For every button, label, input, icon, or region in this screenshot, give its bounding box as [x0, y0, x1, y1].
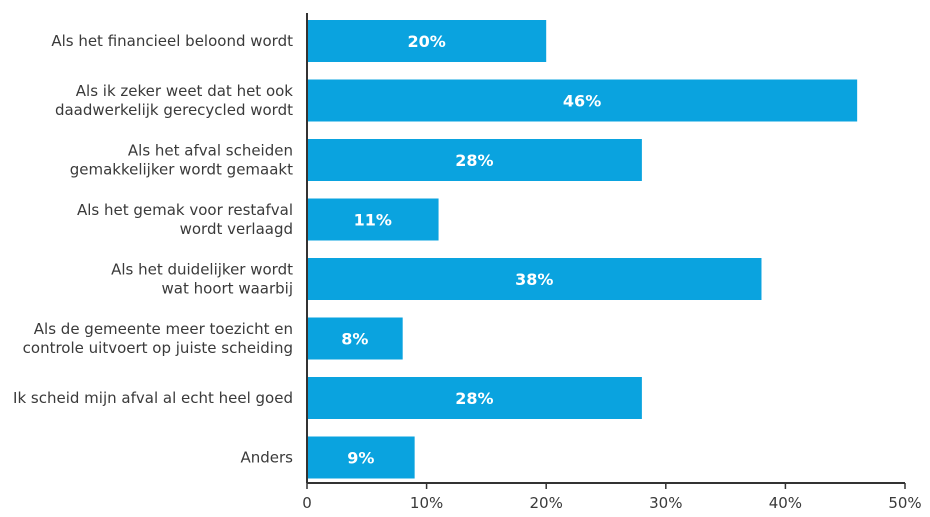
bar: [307, 377, 642, 419]
category-label: daadwerkelijk gerecycled wordt: [55, 101, 293, 119]
data-label: 38%: [515, 270, 553, 289]
bar: [307, 317, 403, 360]
data-label: 28%: [455, 389, 493, 408]
category-label: Ik scheid mijn afval al echt heel goed: [13, 389, 293, 407]
data-label: 9%: [347, 449, 374, 468]
x-tick-label: 40%: [769, 494, 802, 512]
x-tick-label: 30%: [649, 494, 682, 512]
category-label: controle uitvoert op juiste scheiding: [23, 339, 293, 357]
category-label: Als ik zeker weet dat het ook: [76, 82, 294, 100]
x-tick-label: 50%: [888, 494, 921, 512]
bar: [307, 139, 642, 181]
axes-group: 0 10% 20% 30% 40% 50%: [302, 13, 922, 512]
category-label: wat hoort waarbij: [162, 280, 293, 298]
category-label: gemakkelijker wordt gemaakt: [70, 161, 293, 179]
category-label: Als het financieel beloond wordt: [51, 32, 293, 50]
x-tick-label: 20%: [530, 494, 563, 512]
bar: [307, 20, 547, 62]
x-tick-label: 0: [302, 494, 312, 512]
data-label: 11%: [354, 211, 392, 230]
x-tick-label: 10%: [410, 494, 443, 512]
data-label: 8%: [341, 330, 368, 349]
category-label: Als de gemeente meer toezicht en: [34, 320, 293, 338]
category-labels-group: Als het financieel beloond wordt Als ik z…: [13, 32, 293, 467]
bar: [307, 198, 439, 241]
bars-group: 20% 46% 28% 11% 38% 8% 28% 9%: [307, 20, 858, 479]
data-label: 28%: [455, 151, 493, 170]
bar: [307, 79, 858, 122]
data-label: 20%: [407, 32, 445, 51]
category-label: Als het duidelijker wordt: [111, 261, 293, 279]
category-label: Anders: [241, 449, 294, 467]
bar: [307, 258, 762, 300]
data-label: 46%: [563, 92, 601, 111]
category-label: Als het afval scheiden: [128, 142, 293, 160]
category-label: Als het gemak voor restafval: [77, 201, 293, 219]
bar: [307, 436, 415, 479]
category-label: wordt verlaagd: [180, 220, 293, 238]
